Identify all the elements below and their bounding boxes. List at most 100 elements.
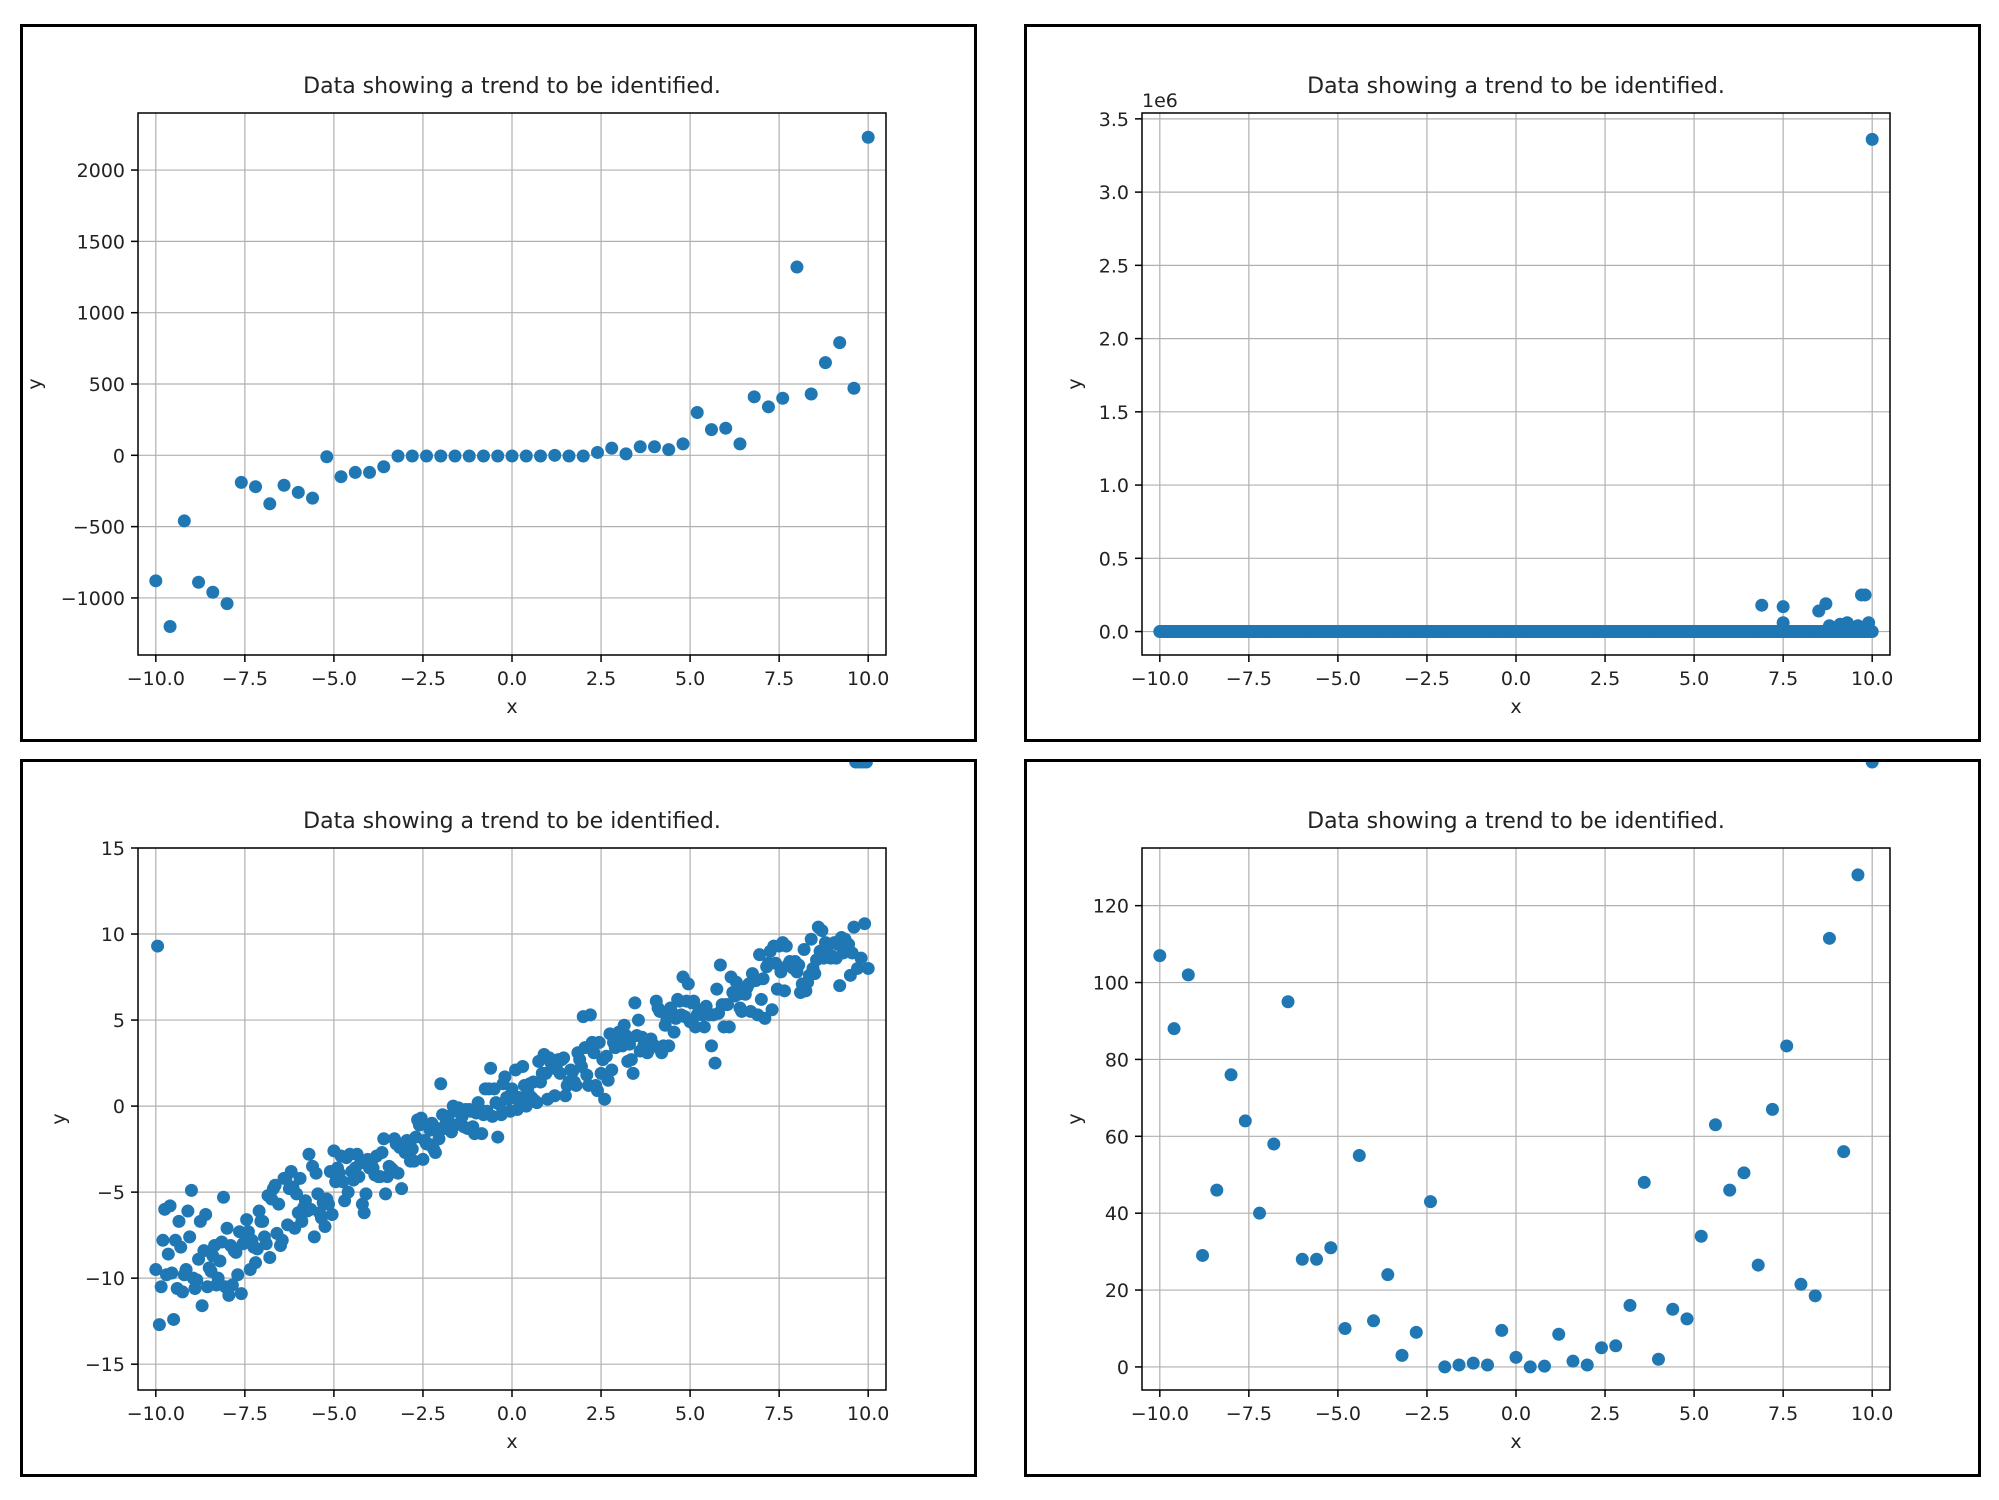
x-axis-label: x xyxy=(1510,1431,1521,1453)
data-point xyxy=(623,1037,637,1051)
data-point xyxy=(1352,1149,1366,1163)
data-point xyxy=(464,1104,478,1118)
data-point xyxy=(1637,1175,1651,1189)
data-point xyxy=(405,449,419,463)
data-point xyxy=(386,1163,400,1177)
data-point xyxy=(1780,1039,1794,1053)
data-point xyxy=(553,1066,567,1080)
data-point xyxy=(631,1013,645,1027)
y-tick-label: 15 xyxy=(101,838,125,860)
data-point xyxy=(391,449,405,463)
data-point xyxy=(617,1018,631,1032)
x-tick-label: −5.0 xyxy=(1315,1403,1361,1425)
x-tick-label: 5.0 xyxy=(675,668,705,690)
data-point xyxy=(747,390,761,404)
data-point xyxy=(1865,762,1879,769)
data-point xyxy=(754,992,768,1006)
data-point xyxy=(548,448,562,462)
x-axis-label: x xyxy=(506,696,517,718)
data-point xyxy=(678,1010,692,1024)
data-point xyxy=(1267,1137,1281,1151)
data-point xyxy=(519,449,533,463)
data-point xyxy=(293,1171,307,1185)
data-point xyxy=(309,1166,323,1180)
data-point xyxy=(1452,1358,1466,1372)
data-point xyxy=(753,948,767,962)
x-tick-label: 5.0 xyxy=(1679,1403,1709,1425)
scatter-chart-4: −10.0 −7.5 −5.0 −2.5 0.0 2.5 5.0 7.5 10.0 0 20 40 60… xyxy=(1064,762,1893,1453)
y-axis-label: y xyxy=(1064,1113,1086,1124)
data-point xyxy=(583,1008,597,1022)
data-point xyxy=(306,491,320,505)
data-point xyxy=(833,336,847,350)
data-point xyxy=(149,1263,163,1277)
data-point xyxy=(450,1104,464,1118)
y-tick-label: 1500 xyxy=(77,231,125,253)
data-point xyxy=(758,1011,772,1025)
data-point xyxy=(1424,1195,1438,1209)
data-point xyxy=(738,987,752,1001)
y-tick-label: 0 xyxy=(113,1096,125,1118)
data-point xyxy=(1566,1354,1580,1368)
x-tick-label: 7.5 xyxy=(764,668,794,690)
data-point xyxy=(1253,1206,1267,1220)
x-tick-label: 0.0 xyxy=(497,668,527,690)
data-point xyxy=(592,1035,606,1049)
data-point xyxy=(377,1132,391,1146)
data-point xyxy=(302,1147,316,1161)
data-point xyxy=(1153,949,1167,963)
data-point xyxy=(158,1202,172,1216)
scatter-chart-1: −10.0 −7.5 −5.0 −2.5 0.0 2.5 5.0 7.5 10.0 −1000 −5… xyxy=(24,74,889,718)
data-point xyxy=(192,575,206,589)
x-tick-label: −10.0 xyxy=(127,668,185,690)
data-point xyxy=(252,1204,266,1218)
data-point xyxy=(346,1173,360,1187)
data-point xyxy=(1666,1302,1680,1316)
data-point xyxy=(400,1134,414,1148)
data-point xyxy=(1837,1145,1851,1159)
scatter-chart-2: −10.0 −7.5 −5.0 −2.5 0.0 2.5 5.0 7.5 10.0 0.0 0.5 1… xyxy=(1064,74,1893,718)
y-tick-label: −10 xyxy=(85,1268,125,1290)
data-point xyxy=(220,1221,234,1235)
y-offset-label: 1e6 xyxy=(1142,90,1178,112)
data-point xyxy=(375,1146,389,1160)
y-axis-label: y xyxy=(48,1113,70,1124)
data-point xyxy=(676,437,690,451)
data-point xyxy=(363,465,377,479)
data-point xyxy=(858,917,872,931)
chart-title: Data showing a trend to be identified. xyxy=(1307,809,1725,834)
data-point xyxy=(1623,1298,1637,1312)
data-point xyxy=(377,460,391,474)
data-point xyxy=(233,1225,247,1239)
data-point xyxy=(277,478,291,492)
data-point xyxy=(605,1063,619,1077)
data-point xyxy=(234,1287,248,1301)
data-point xyxy=(482,1082,496,1096)
data-point xyxy=(533,449,547,463)
data-point xyxy=(697,1020,711,1034)
x-tick-label: −2.5 xyxy=(400,1403,446,1425)
data-point xyxy=(1495,1323,1509,1337)
y-tick-label: 2.0 xyxy=(1099,329,1129,351)
data-point xyxy=(664,1001,678,1015)
data-point xyxy=(649,994,663,1008)
data-point xyxy=(193,1214,207,1228)
data-point xyxy=(851,961,865,975)
data-point xyxy=(1466,1356,1480,1370)
data-point xyxy=(685,996,699,1010)
data-point xyxy=(320,450,334,464)
data-point xyxy=(704,423,718,437)
data-point xyxy=(1794,1277,1808,1291)
data-point xyxy=(1295,1252,1309,1266)
y-axis-label: y xyxy=(1064,378,1086,389)
grid xyxy=(138,113,886,655)
data-point xyxy=(357,1206,371,1220)
x-tick-label: 5.0 xyxy=(675,1403,705,1425)
chart-title: Data showing a trend to be identified. xyxy=(1307,74,1725,99)
data-point xyxy=(225,1278,239,1292)
data-point xyxy=(574,1060,588,1074)
data-point xyxy=(443,1121,457,1135)
data-point xyxy=(434,449,448,463)
x-tick-label: 7.5 xyxy=(1768,1403,1798,1425)
data-point xyxy=(425,1116,439,1130)
